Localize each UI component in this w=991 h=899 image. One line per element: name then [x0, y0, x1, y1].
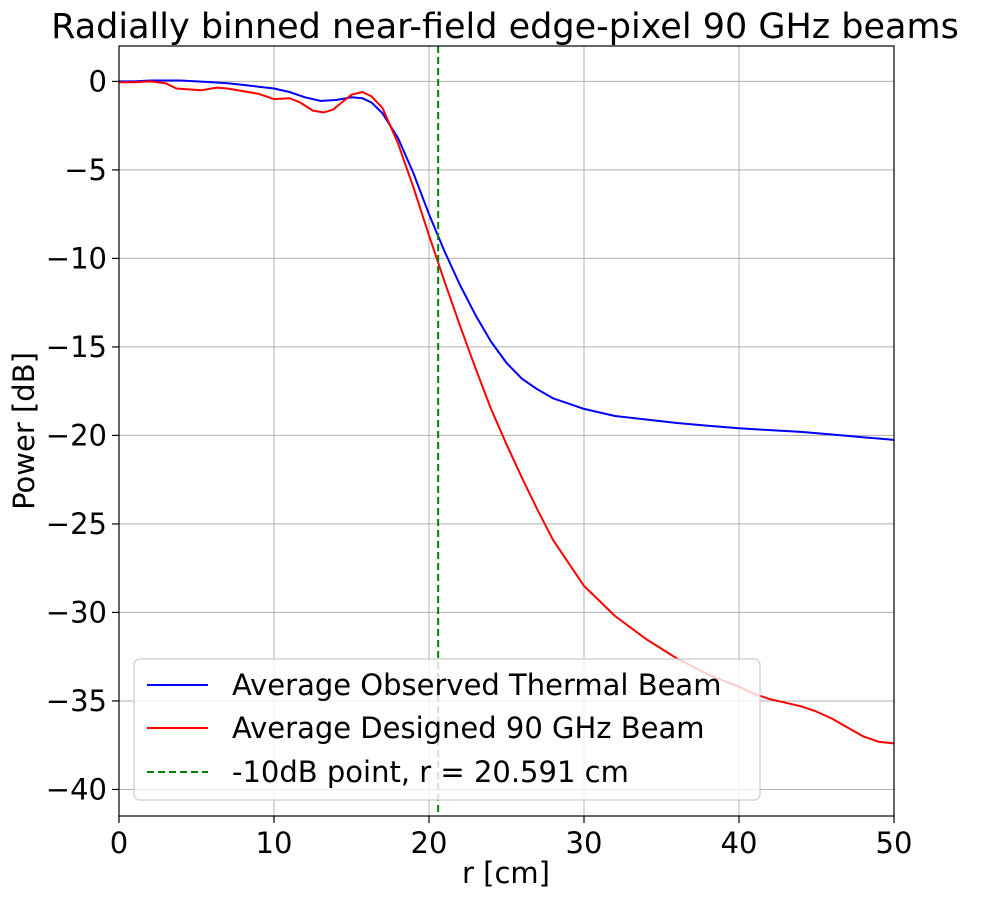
legend-label-observed: Average Observed Thermal Beam — [232, 668, 721, 702]
y-tick-label: −30 — [46, 595, 107, 629]
y-tick-label: −35 — [46, 684, 107, 718]
legend-label-designed: Average Designed 90 GHz Beam — [232, 711, 705, 745]
x-ticks: 0 10 20 30 40 50 — [110, 816, 913, 860]
legend-label-10db: -10dB point, r = 20.591 cm — [232, 755, 629, 789]
x-tick-label: 30 — [566, 826, 603, 860]
x-tick-label: 40 — [721, 826, 758, 860]
y-tick-label: −20 — [46, 418, 107, 452]
y-tick-label: −25 — [46, 507, 107, 541]
y-tick-label: −15 — [46, 330, 107, 364]
series-line-designed — [119, 80, 894, 745]
legend: Average Observed Thermal Beam Average De… — [133, 658, 761, 801]
y-tick-label: 0 — [89, 64, 107, 98]
y-tick-label: −10 — [46, 241, 107, 275]
y-tick-label: −5 — [64, 153, 107, 187]
x-tick-label: 10 — [256, 826, 293, 860]
x-tick-label: 0 — [110, 826, 128, 860]
plot-frame — [118, 45, 895, 817]
legend-box — [133, 658, 761, 801]
y-axis-label: Power [dB] — [7, 352, 41, 510]
x-tick-label: 20 — [411, 826, 448, 860]
x-axis-label: r [cm] — [462, 856, 550, 890]
chart-title: Radially binned near-field edge-pixel 90… — [51, 7, 959, 47]
series-line-observed — [119, 79, 894, 441]
y-ticks: 0 −5 −10 −15 −20 −25 −30 −35 −40 — [46, 64, 119, 806]
y-tick-label: −40 — [46, 772, 107, 806]
x-tick-label: 50 — [876, 826, 913, 860]
